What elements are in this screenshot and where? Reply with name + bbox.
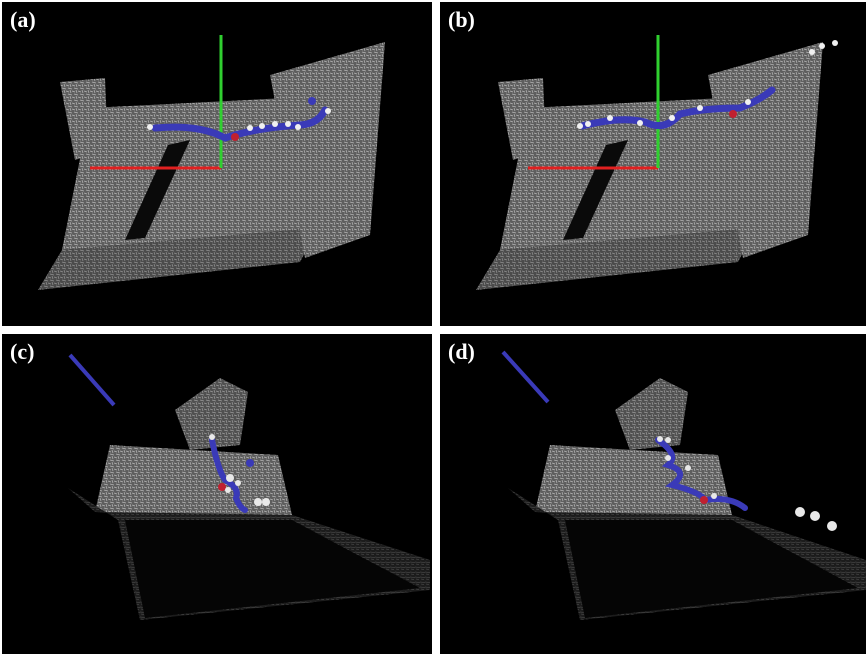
panel-label: (d) [448, 339, 475, 364]
marker [729, 110, 737, 118]
panel-label: (b) [448, 7, 475, 32]
marker [700, 496, 708, 504]
marker [231, 133, 239, 141]
panel-b: (b) [440, 2, 866, 326]
marker [218, 483, 226, 491]
marker [308, 97, 316, 105]
panel-a: (a) [2, 2, 432, 326]
figure: (a) (b) (c) [0, 0, 868, 656]
floor [62, 96, 325, 250]
table [95, 445, 292, 515]
gutter [0, 326, 868, 334]
marker [246, 459, 254, 467]
panel-d: (d) [440, 334, 866, 654]
panel-c: (c) [2, 334, 432, 654]
panel-label: (a) [10, 7, 36, 32]
table [535, 445, 732, 515]
panel-label: (c) [10, 339, 34, 364]
